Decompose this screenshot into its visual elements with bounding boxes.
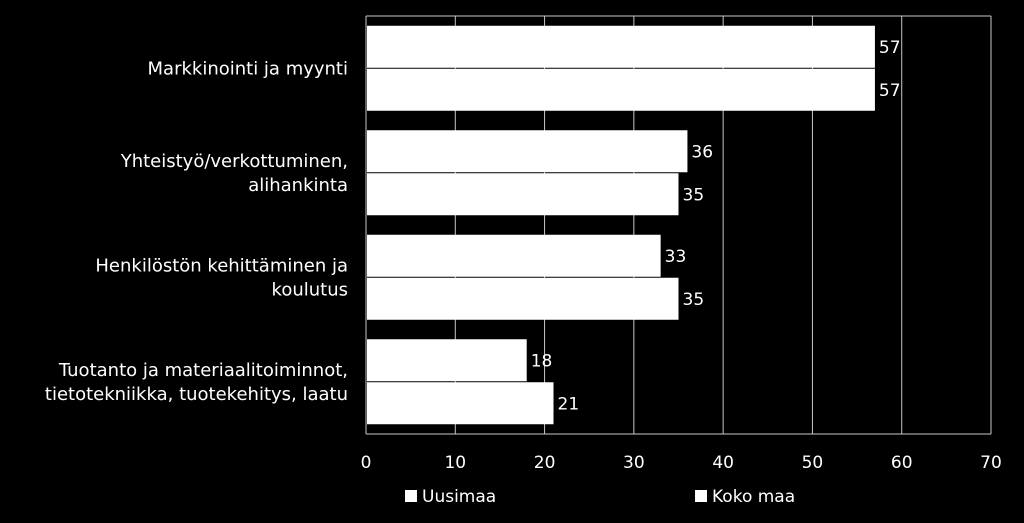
x-tick-label: 30 — [623, 453, 645, 473]
bar-koko-maa-0 — [367, 68, 875, 111]
category-label: Henkilöstön kehittäminen ja — [95, 255, 348, 276]
category-label: koulutus — [272, 279, 348, 300]
x-tick-label: 70 — [980, 453, 1002, 473]
category-labels: Markkinointi ja myynti Yhteistyö/verkottu… — [45, 58, 348, 405]
data-label: 21 — [558, 394, 580, 414]
legend: Uusimaa Koko maa — [405, 487, 795, 507]
x-tick-label: 60 — [891, 453, 913, 473]
legend-swatch-uusimaa — [405, 490, 417, 502]
bar-koko-maa-2 — [367, 277, 679, 320]
bar-uusimaa-1 — [367, 130, 688, 173]
legend-label-koko-maa: Koko maa — [712, 487, 795, 507]
bar-uusimaa-3 — [367, 339, 527, 382]
x-tick-label: 20 — [534, 453, 556, 473]
bar-uusimaa-2 — [367, 234, 661, 277]
bar-koko-maa-1 — [367, 173, 679, 216]
category-label: Markkinointi ja myynti — [148, 58, 348, 79]
data-label: 35 — [683, 185, 705, 205]
legend-label-uusimaa: Uusimaa — [422, 487, 496, 507]
x-tick-label: 50 — [802, 453, 824, 473]
category-label: alihankinta — [248, 175, 348, 196]
x-axis-ticks: 0 10 20 30 40 50 60 70 — [361, 453, 1002, 473]
category-label: Yhteistyö/verkottuminen, — [120, 151, 348, 172]
category-label: tietotekniikka, tuotekehitys, laatu — [45, 384, 348, 405]
bar-uusimaa-0 — [367, 25, 875, 68]
x-tick-label: 10 — [444, 453, 466, 473]
bar-koko-maa-3 — [367, 382, 554, 425]
data-label: 57 — [879, 38, 901, 58]
x-tick-label: 0 — [361, 453, 372, 473]
data-label: 36 — [691, 142, 713, 162]
data-label: 18 — [531, 351, 553, 371]
data-label: 35 — [683, 290, 705, 310]
legend-swatch-koko-maa — [695, 490, 707, 502]
category-label: Tuotanto ja materiaalitoiminnot, — [58, 360, 348, 381]
x-tick-label: 40 — [712, 453, 734, 473]
bars: 57 57 36 35 33 35 18 21 — [367, 25, 901, 425]
data-label: 33 — [665, 247, 687, 267]
data-label: 57 — [879, 81, 901, 101]
